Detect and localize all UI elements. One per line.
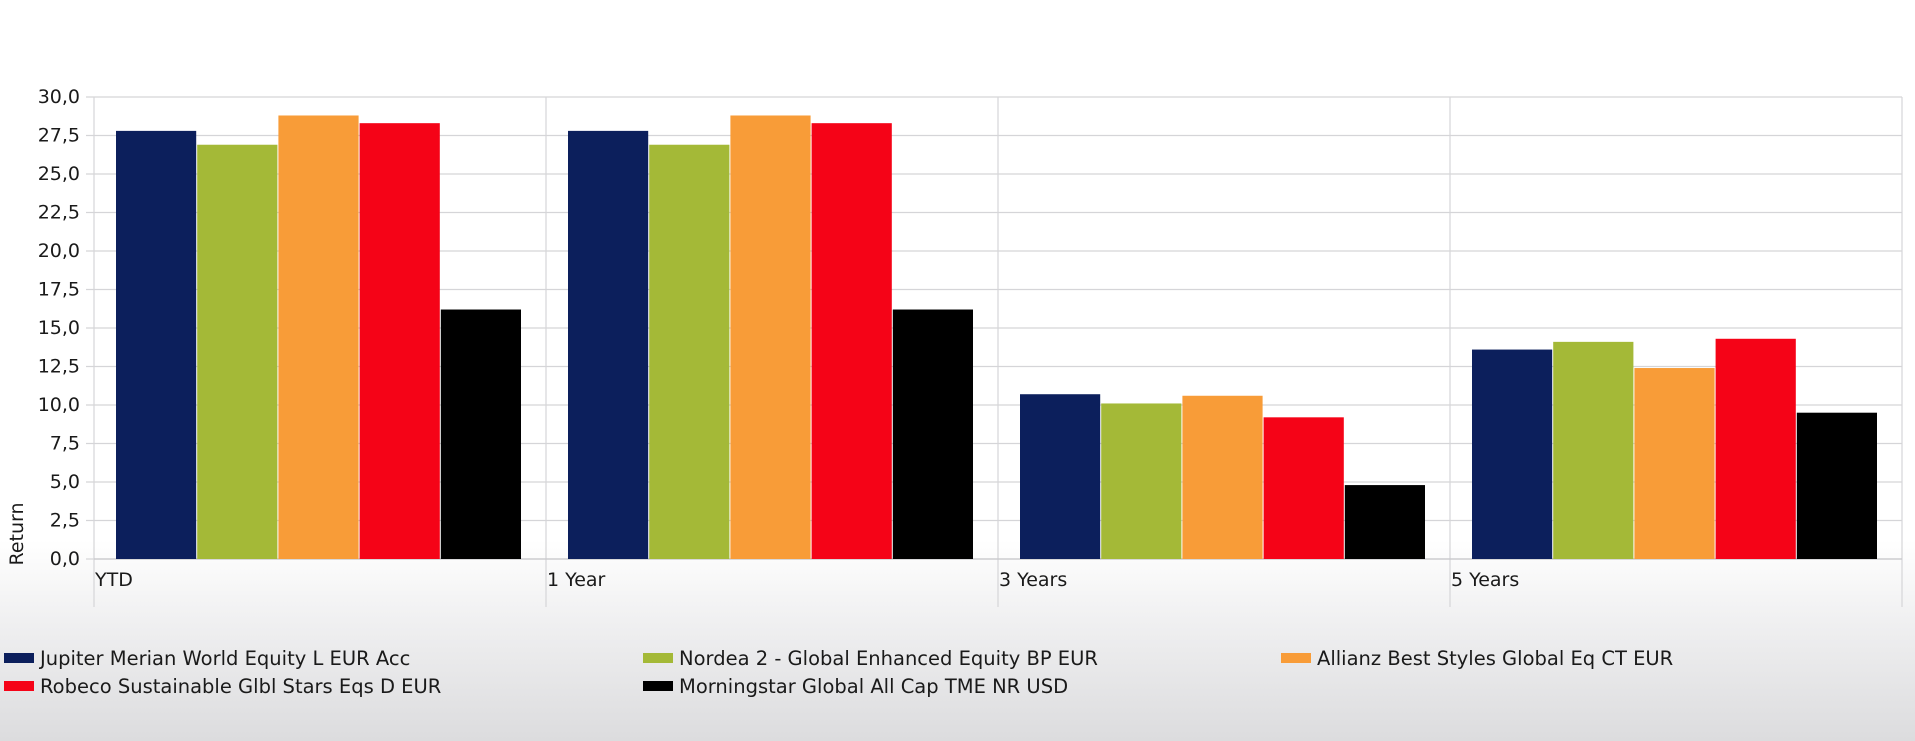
legend-swatch	[4, 653, 34, 663]
y-axis-label: Return	[6, 502, 28, 565]
legend-label: Robeco Sustainable Glbl Stars Eqs D EUR	[40, 674, 442, 698]
bar	[1472, 349, 1553, 559]
legend-item: Jupiter Merian World Equity L EUR Acc	[4, 645, 410, 671]
bars	[116, 115, 1877, 560]
bar	[278, 115, 359, 559]
bar	[892, 309, 973, 559]
y-axis-ticks: 0,0 2,5 5,0 7,5 10,0 12,5 15,0 17,5 20,0 22,5 25,0…	[38, 86, 80, 570]
bar	[1101, 403, 1182, 559]
x-axis-categories: YTD 1 Year 3 Years 5 Years	[94, 569, 1519, 591]
y-tick-label: 17,5	[38, 279, 80, 301]
y-tick-label: 15,0	[38, 317, 80, 339]
y-tick-label: 2,5	[50, 510, 80, 532]
x-category-label: 5 Years	[1451, 569, 1519, 591]
legend: Jupiter Merian World Equity L EUR Acc Nor…	[0, 645, 1915, 705]
legend-swatch	[1281, 653, 1311, 663]
legend-label: Morningstar Global All Cap TME NR USD	[679, 674, 1069, 698]
bar	[1182, 395, 1263, 559]
x-category-label: 3 Years	[999, 569, 1067, 591]
y-tick-label: 27,5	[38, 125, 80, 147]
legend-swatch	[4, 681, 34, 691]
y-tick-label: 30,0	[38, 86, 80, 108]
y-tick-label: 25,0	[38, 163, 80, 185]
legend-item: Nordea 2 - Global Enhanced Equity BP EUR	[643, 645, 1098, 671]
legend-swatch	[643, 653, 673, 663]
bar	[197, 144, 278, 560]
bar	[116, 130, 197, 559]
bar-chart: 0,0 2,5 5,0 7,5 10,0 12,5 15,0 17,5 20,0 22,5 25,0…	[6, 86, 1903, 607]
bar	[1634, 368, 1715, 559]
legend-item: Robeco Sustainable Glbl Stars Eqs D EUR	[4, 673, 441, 699]
legend-label: Nordea 2 - Global Enhanced Equity BP EUR	[679, 646, 1098, 670]
legend-label: Allianz Best Styles Global Eq CT EUR	[1317, 646, 1674, 670]
legend-swatch	[643, 681, 673, 691]
legend-label: Jupiter Merian World Equity L EUR Acc	[40, 646, 411, 670]
y-tick-label: 5,0	[50, 471, 80, 493]
bar	[811, 123, 892, 560]
y-tick-label: 12,5	[38, 356, 80, 378]
x-category-label: YTD	[94, 569, 133, 591]
bar	[1796, 412, 1877, 559]
y-tick-label: 20,0	[38, 240, 80, 262]
bar	[1020, 394, 1101, 559]
bar	[359, 123, 440, 560]
legend-item: Allianz Best Styles Global Eq CT EUR	[1281, 645, 1673, 671]
bar	[1553, 341, 1634, 559]
y-tick-label: 10,0	[38, 394, 80, 416]
y-tick-label: 0,0	[50, 548, 80, 570]
bar	[649, 144, 730, 560]
legend-item: Morningstar Global All Cap TME NR USD	[643, 673, 1068, 699]
y-tick-label: 22,5	[38, 202, 80, 224]
bar	[440, 309, 521, 559]
bar	[1344, 485, 1425, 559]
bar	[1715, 338, 1796, 559]
bar	[1263, 417, 1344, 559]
bar	[730, 115, 811, 559]
x-category-label: 1 Year	[547, 569, 606, 591]
bar	[568, 130, 649, 559]
y-tick-label: 7,5	[50, 433, 80, 455]
